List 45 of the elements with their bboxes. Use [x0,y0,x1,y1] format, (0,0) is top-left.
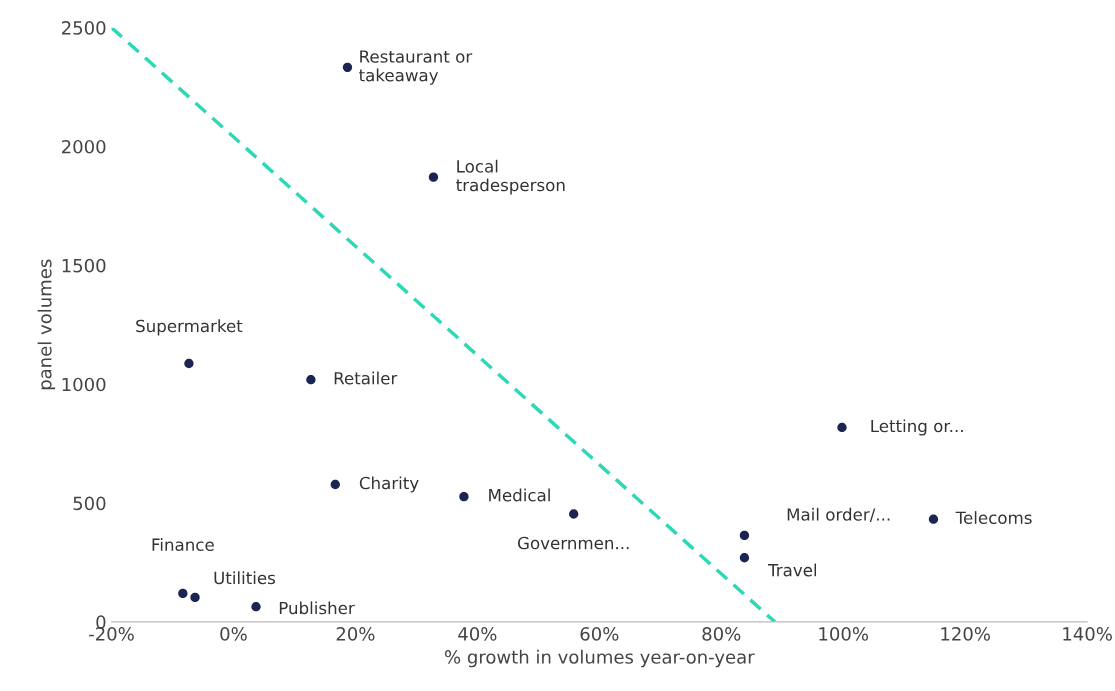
annotation: Publisher [279,601,355,615]
point [306,375,316,385]
x-tick-label: 0% [220,627,247,641]
y-tick-label: 0 [96,615,106,630]
annotation: Charity [359,476,419,493]
point [739,530,750,541]
x-tick-label: 120% [941,627,990,641]
annotation: Restaurant or takeaway [359,50,473,85]
annotation: Utilities [214,571,276,585]
annotation: Medical [489,488,550,502]
point [569,509,579,519]
point [342,62,353,72]
y-tick-label: 500 [73,496,106,511]
annotation: Letting or... [871,419,963,436]
x-tick-label: 80% [702,627,741,641]
x-tick-label: -20% [89,627,134,641]
y-tick-label: 2000 [62,139,106,154]
x-tick-label: 60% [580,627,619,641]
x-tick-label: 40% [458,627,497,641]
y-tick-label: 1000 [62,377,106,392]
annotation: Telecoms [955,511,1032,525]
point [251,602,261,612]
annotation: Finance [152,538,214,551]
point [459,491,469,502]
annotation: Governmen... [517,536,629,550]
point [184,358,194,369]
annotation: Supermarket [136,319,243,336]
annotation: Local tradesperson [456,159,565,195]
point [178,588,188,599]
annotation: Mail order/... [787,507,890,523]
x-axis-title: % growth in volumes year-on-year [444,649,755,668]
annotation: Retailer [334,371,398,385]
point [837,422,847,433]
point [428,172,439,182]
x-tick-label: 140% [1063,627,1112,641]
point [739,553,750,563]
point [928,514,939,524]
point [190,592,200,603]
y-tick-label: 2500 [62,21,106,35]
annotation: Travel [768,563,817,577]
x-tick-label: 100% [819,627,869,641]
x-tick-label: 20% [336,627,375,641]
point [330,479,340,490]
y-axis-title: panel volumes [37,259,56,390]
y-tick-label: 1500 [62,258,106,273]
